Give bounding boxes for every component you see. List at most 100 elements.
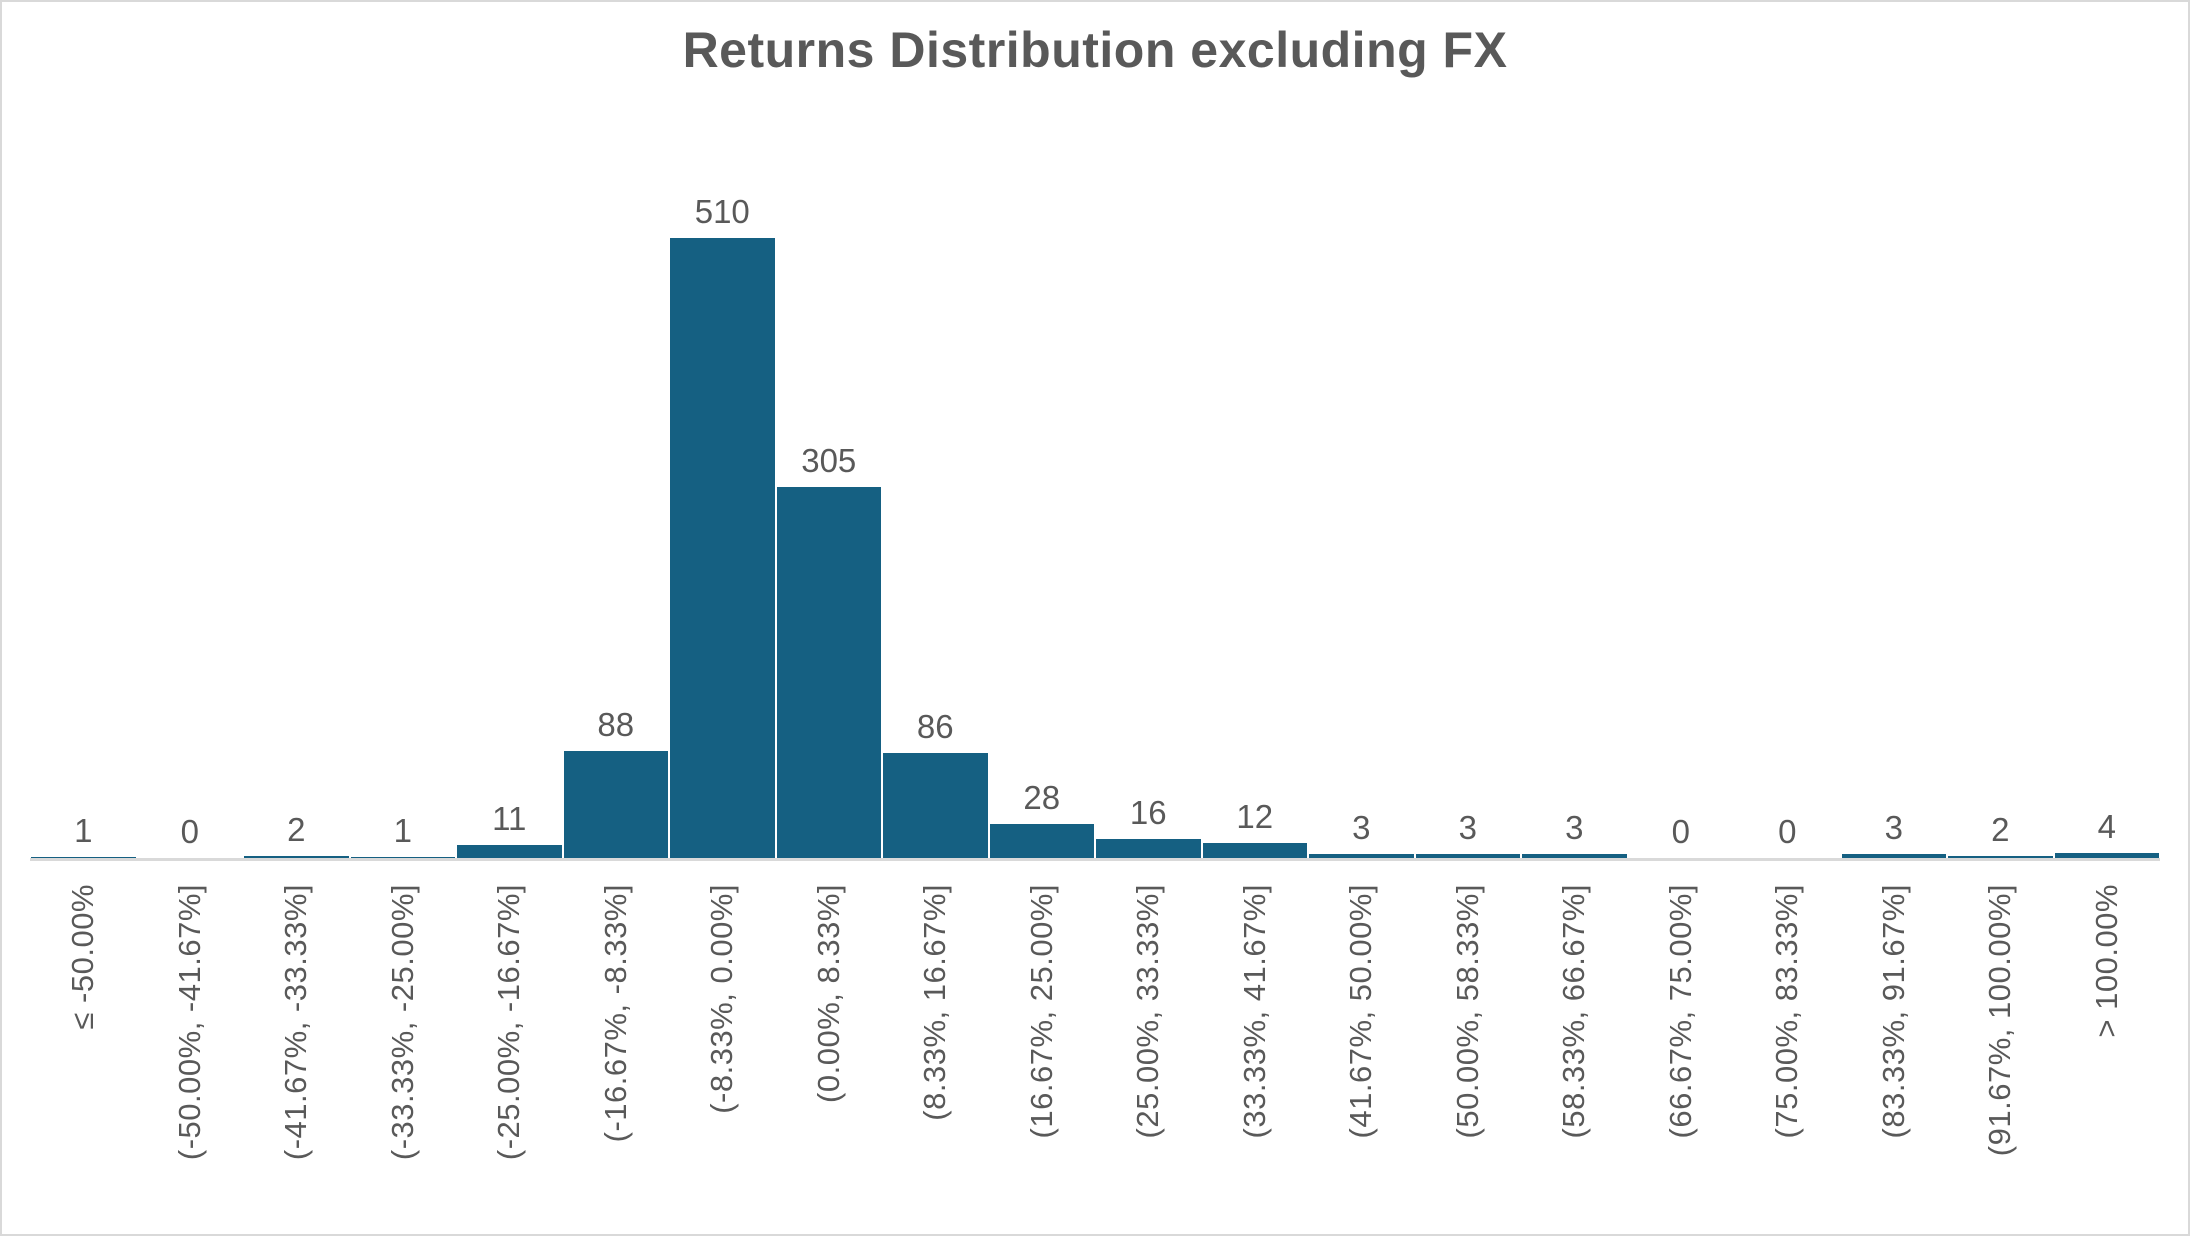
- x-axis-label: (33.33%, 41.67%]: [1236, 884, 1272, 1139]
- bar: [563, 751, 668, 858]
- x-axis-label: (66.67%, 75.00%]: [1662, 884, 1698, 1139]
- x-axis-label-cell: (8.33%, 16.67%]: [882, 884, 989, 1234]
- x-axis-label: (8.33%, 16.67%]: [917, 884, 953, 1121]
- x-axis-label-cell: ≤ -50.00%: [30, 884, 137, 1234]
- x-axis-label: (25.00%, 33.33%]: [1130, 884, 1166, 1139]
- x-axis-label: ≤ -50.00%: [65, 884, 101, 1030]
- bar-value-label: 305: [801, 442, 857, 480]
- bar-value-label: 2: [287, 811, 306, 849]
- bar-value-label: 4: [2097, 808, 2116, 846]
- bar-value-label: 3: [1458, 809, 1477, 847]
- bar-cell: 1: [30, 814, 137, 858]
- bar-cell: 4: [2054, 810, 2161, 858]
- bar: [776, 487, 881, 858]
- bar-value-label: 3: [1352, 809, 1371, 847]
- x-axis-label: (-41.67%, -33.33%]: [278, 884, 314, 1161]
- x-axis-label: (-50.00%, -41.67%]: [171, 884, 207, 1161]
- bar-value-label: 0: [1778, 813, 1797, 851]
- bar: [1841, 854, 1946, 858]
- x-axis-label: (91.67%, 100.00%]: [1982, 884, 2018, 1157]
- bar-cell: 3: [1521, 811, 1628, 858]
- bar-cell: 2: [1947, 813, 2054, 858]
- x-axis-label-cell: (-16.67%, -8.33%]: [563, 884, 670, 1234]
- x-axis-label: (0.00%, 8.33%]: [810, 884, 846, 1103]
- x-axis-label: (75.00%, 83.33%]: [1769, 884, 1805, 1139]
- bar-value-label: 1: [74, 812, 93, 850]
- x-axis-line: [30, 858, 2160, 861]
- bar-cell: 2: [243, 813, 350, 858]
- bar-cell: 0: [1628, 815, 1735, 858]
- x-axis-label-cell: (16.67%, 25.00%]: [989, 884, 1096, 1234]
- x-axis-label-cell: (83.33%, 91.67%]: [1841, 884, 1948, 1234]
- bar: [244, 856, 349, 858]
- bar-cell: 3: [1841, 811, 1948, 858]
- x-axis-label-cell: (66.67%, 75.00%]: [1628, 884, 1735, 1234]
- x-axis-label-cell: (25.00%, 33.33%]: [1095, 884, 1202, 1234]
- x-axis-label: (-33.33%, -25.00%]: [384, 884, 420, 1161]
- x-axis-label-cell: (-33.33%, -25.00%]: [350, 884, 457, 1234]
- bar: [2054, 853, 2159, 858]
- bar-cell: 305: [776, 444, 883, 858]
- bar: [350, 857, 455, 858]
- bar-cell: 11: [456, 802, 563, 858]
- bar: [1415, 854, 1520, 858]
- bar-cell: 86: [882, 710, 989, 858]
- x-axis-label-cell: (41.67%, 50.00%]: [1308, 884, 1415, 1234]
- x-axis-label-cell: (33.33%, 41.67%]: [1202, 884, 1309, 1234]
- bar-cell: 16: [1095, 796, 1202, 858]
- bar-value-label: 2: [1991, 811, 2010, 849]
- bar: [1522, 854, 1627, 858]
- x-axis-label: (16.67%, 25.00%]: [1023, 884, 1059, 1139]
- x-axis-label-cell: (0.00%, 8.33%]: [776, 884, 883, 1234]
- x-axis-label-cell: (75.00%, 83.33%]: [1734, 884, 1841, 1234]
- bars-row: 1 0 2 1 11 88 510 305 86 28 16 12 3 3 3 0 0 3 2 4: [30, 2, 2160, 858]
- x-axis-labels-row: ≤ -50.00% (-50.00%, -41.67%] (-41.67%, -33…: [30, 884, 2160, 1234]
- bar-cell: 3: [1308, 811, 1415, 858]
- x-axis-label: (83.33%, 91.67%]: [1875, 884, 1911, 1139]
- x-axis-label-cell: (58.33%, 66.67%]: [1521, 884, 1628, 1234]
- bar-value-label: 12: [1236, 798, 1274, 836]
- bar: [1202, 843, 1307, 858]
- bar-cell: 0: [1734, 815, 1841, 858]
- x-axis-label: (-8.33%, 0.00%]: [704, 884, 740, 1114]
- x-axis-label: (41.67%, 50.00%]: [1343, 884, 1379, 1139]
- bar-cell: 1: [350, 814, 457, 858]
- bar: [883, 753, 988, 858]
- x-axis-label: (-16.67%, -8.33%]: [597, 884, 633, 1143]
- bar-value-label: 16: [1129, 794, 1167, 832]
- bar-value-label: 0: [1671, 813, 1690, 851]
- bar-value-label: 88: [597, 706, 635, 744]
- x-axis-label: (50.00%, 58.33%]: [1449, 884, 1485, 1139]
- bar: [1309, 854, 1414, 858]
- bar-value-label: 3: [1884, 809, 1903, 847]
- bar: [31, 857, 136, 858]
- x-axis-label-cell: (-8.33%, 0.00%]: [669, 884, 776, 1234]
- bar-value-label: 3: [1565, 809, 1584, 847]
- x-axis-label-cell: (-50.00%, -41.67%]: [137, 884, 244, 1234]
- bar: [670, 238, 775, 858]
- bar-cell: 28: [989, 781, 1096, 858]
- bar-cell: 510: [669, 195, 776, 858]
- bar-value-label: 510: [694, 193, 750, 231]
- bar-cell: 0: [137, 815, 244, 858]
- chart-title: Returns Distribution excluding FX: [682, 22, 1508, 78]
- bar-cell: 3: [1415, 811, 1522, 858]
- x-axis-label-cell: (-41.67%, -33.33%]: [243, 884, 350, 1234]
- bar-value-label: 28: [1023, 779, 1061, 817]
- x-axis-label: > 100.00%: [2088, 884, 2124, 1038]
- bar: [457, 845, 562, 858]
- bar: [989, 824, 1094, 858]
- x-axis-label-cell: (50.00%, 58.33%]: [1415, 884, 1522, 1234]
- bar-cell: 12: [1202, 800, 1309, 858]
- bar: [1096, 839, 1201, 858]
- bar-value-label: 11: [492, 800, 527, 838]
- x-axis-label: (58.33%, 66.67%]: [1556, 884, 1592, 1139]
- x-axis-label: (-25.00%, -16.67%]: [491, 884, 527, 1161]
- bar-value-label: 1: [393, 812, 412, 850]
- x-axis-label-cell: > 100.00%: [2054, 884, 2161, 1234]
- x-axis-label-cell: (91.67%, 100.00%]: [1947, 884, 2054, 1234]
- bar-value-label: 0: [180, 813, 199, 851]
- bar-value-label: 86: [916, 708, 954, 746]
- x-axis-label-cell: (-25.00%, -16.67%]: [456, 884, 563, 1234]
